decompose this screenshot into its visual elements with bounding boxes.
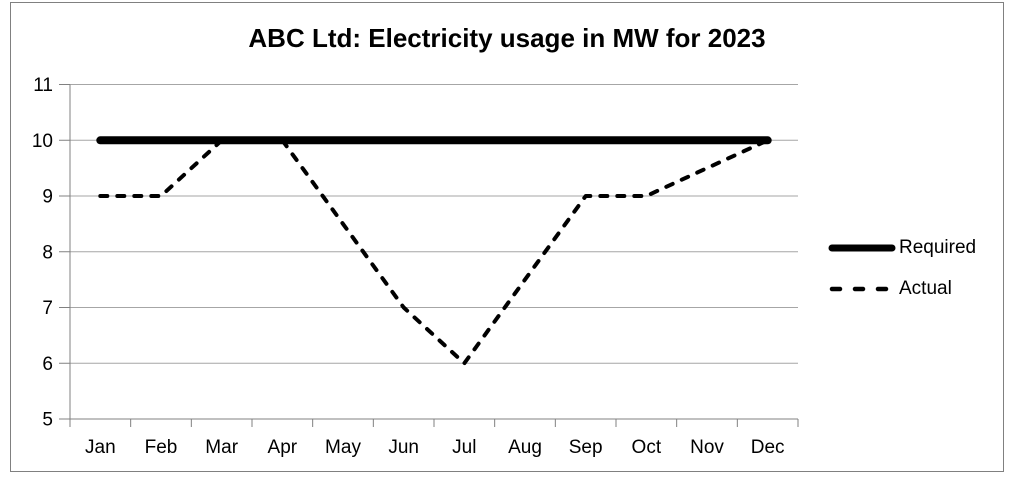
legend-item-required: Required xyxy=(827,235,976,260)
y-tick-label-9: 9 xyxy=(42,187,53,208)
required-line-sample-icon xyxy=(828,244,896,251)
chart-title: ABC Ltd: Electricity usage in MW for 202… xyxy=(248,23,766,53)
legend-label-required: Required xyxy=(899,236,977,258)
actual-line-sample-icon xyxy=(829,286,895,291)
x-tick-label-apr: Apr xyxy=(268,437,298,458)
x-tick-label-feb: Feb xyxy=(145,437,178,458)
y-tick-label-6: 6 xyxy=(42,354,53,375)
legend-label-actual: Actual xyxy=(899,277,952,299)
series-actual-line xyxy=(98,138,770,366)
legend: Required Actual xyxy=(827,235,976,317)
x-tick-label-jan: Jan xyxy=(85,437,116,458)
y-tick-label-8: 8 xyxy=(42,242,53,263)
y-tick-label-7: 7 xyxy=(42,298,53,319)
x-tick-label-sep: Sep xyxy=(569,437,603,458)
x-tick-label-oct: Oct xyxy=(632,437,662,458)
x-tick-label-jun: Jun xyxy=(388,437,419,458)
legend-item-actual: Actual xyxy=(827,276,976,301)
x-tick-label-aug: Aug xyxy=(508,437,542,458)
y-tick-label-10: 10 xyxy=(32,131,53,152)
chart-frame: ABC Ltd: Electricity usage in MW for 202… xyxy=(10,2,1004,472)
y-tick-label-5: 5 xyxy=(42,410,53,431)
x-tick-label-jul: Jul xyxy=(452,437,476,458)
x-tick-label-may: May xyxy=(325,437,361,458)
x-tick-label-mar: Mar xyxy=(205,437,238,458)
plot-area: 5 6 7 8 9 10 11 Jan Feb Mar Apr May Jun Jul Aug Sep Oct N… xyxy=(32,75,799,458)
x-tick-label-nov: Nov xyxy=(690,437,724,458)
y-tick-label-11: 11 xyxy=(33,75,53,96)
x-tick-label-dec: Dec xyxy=(751,437,785,458)
